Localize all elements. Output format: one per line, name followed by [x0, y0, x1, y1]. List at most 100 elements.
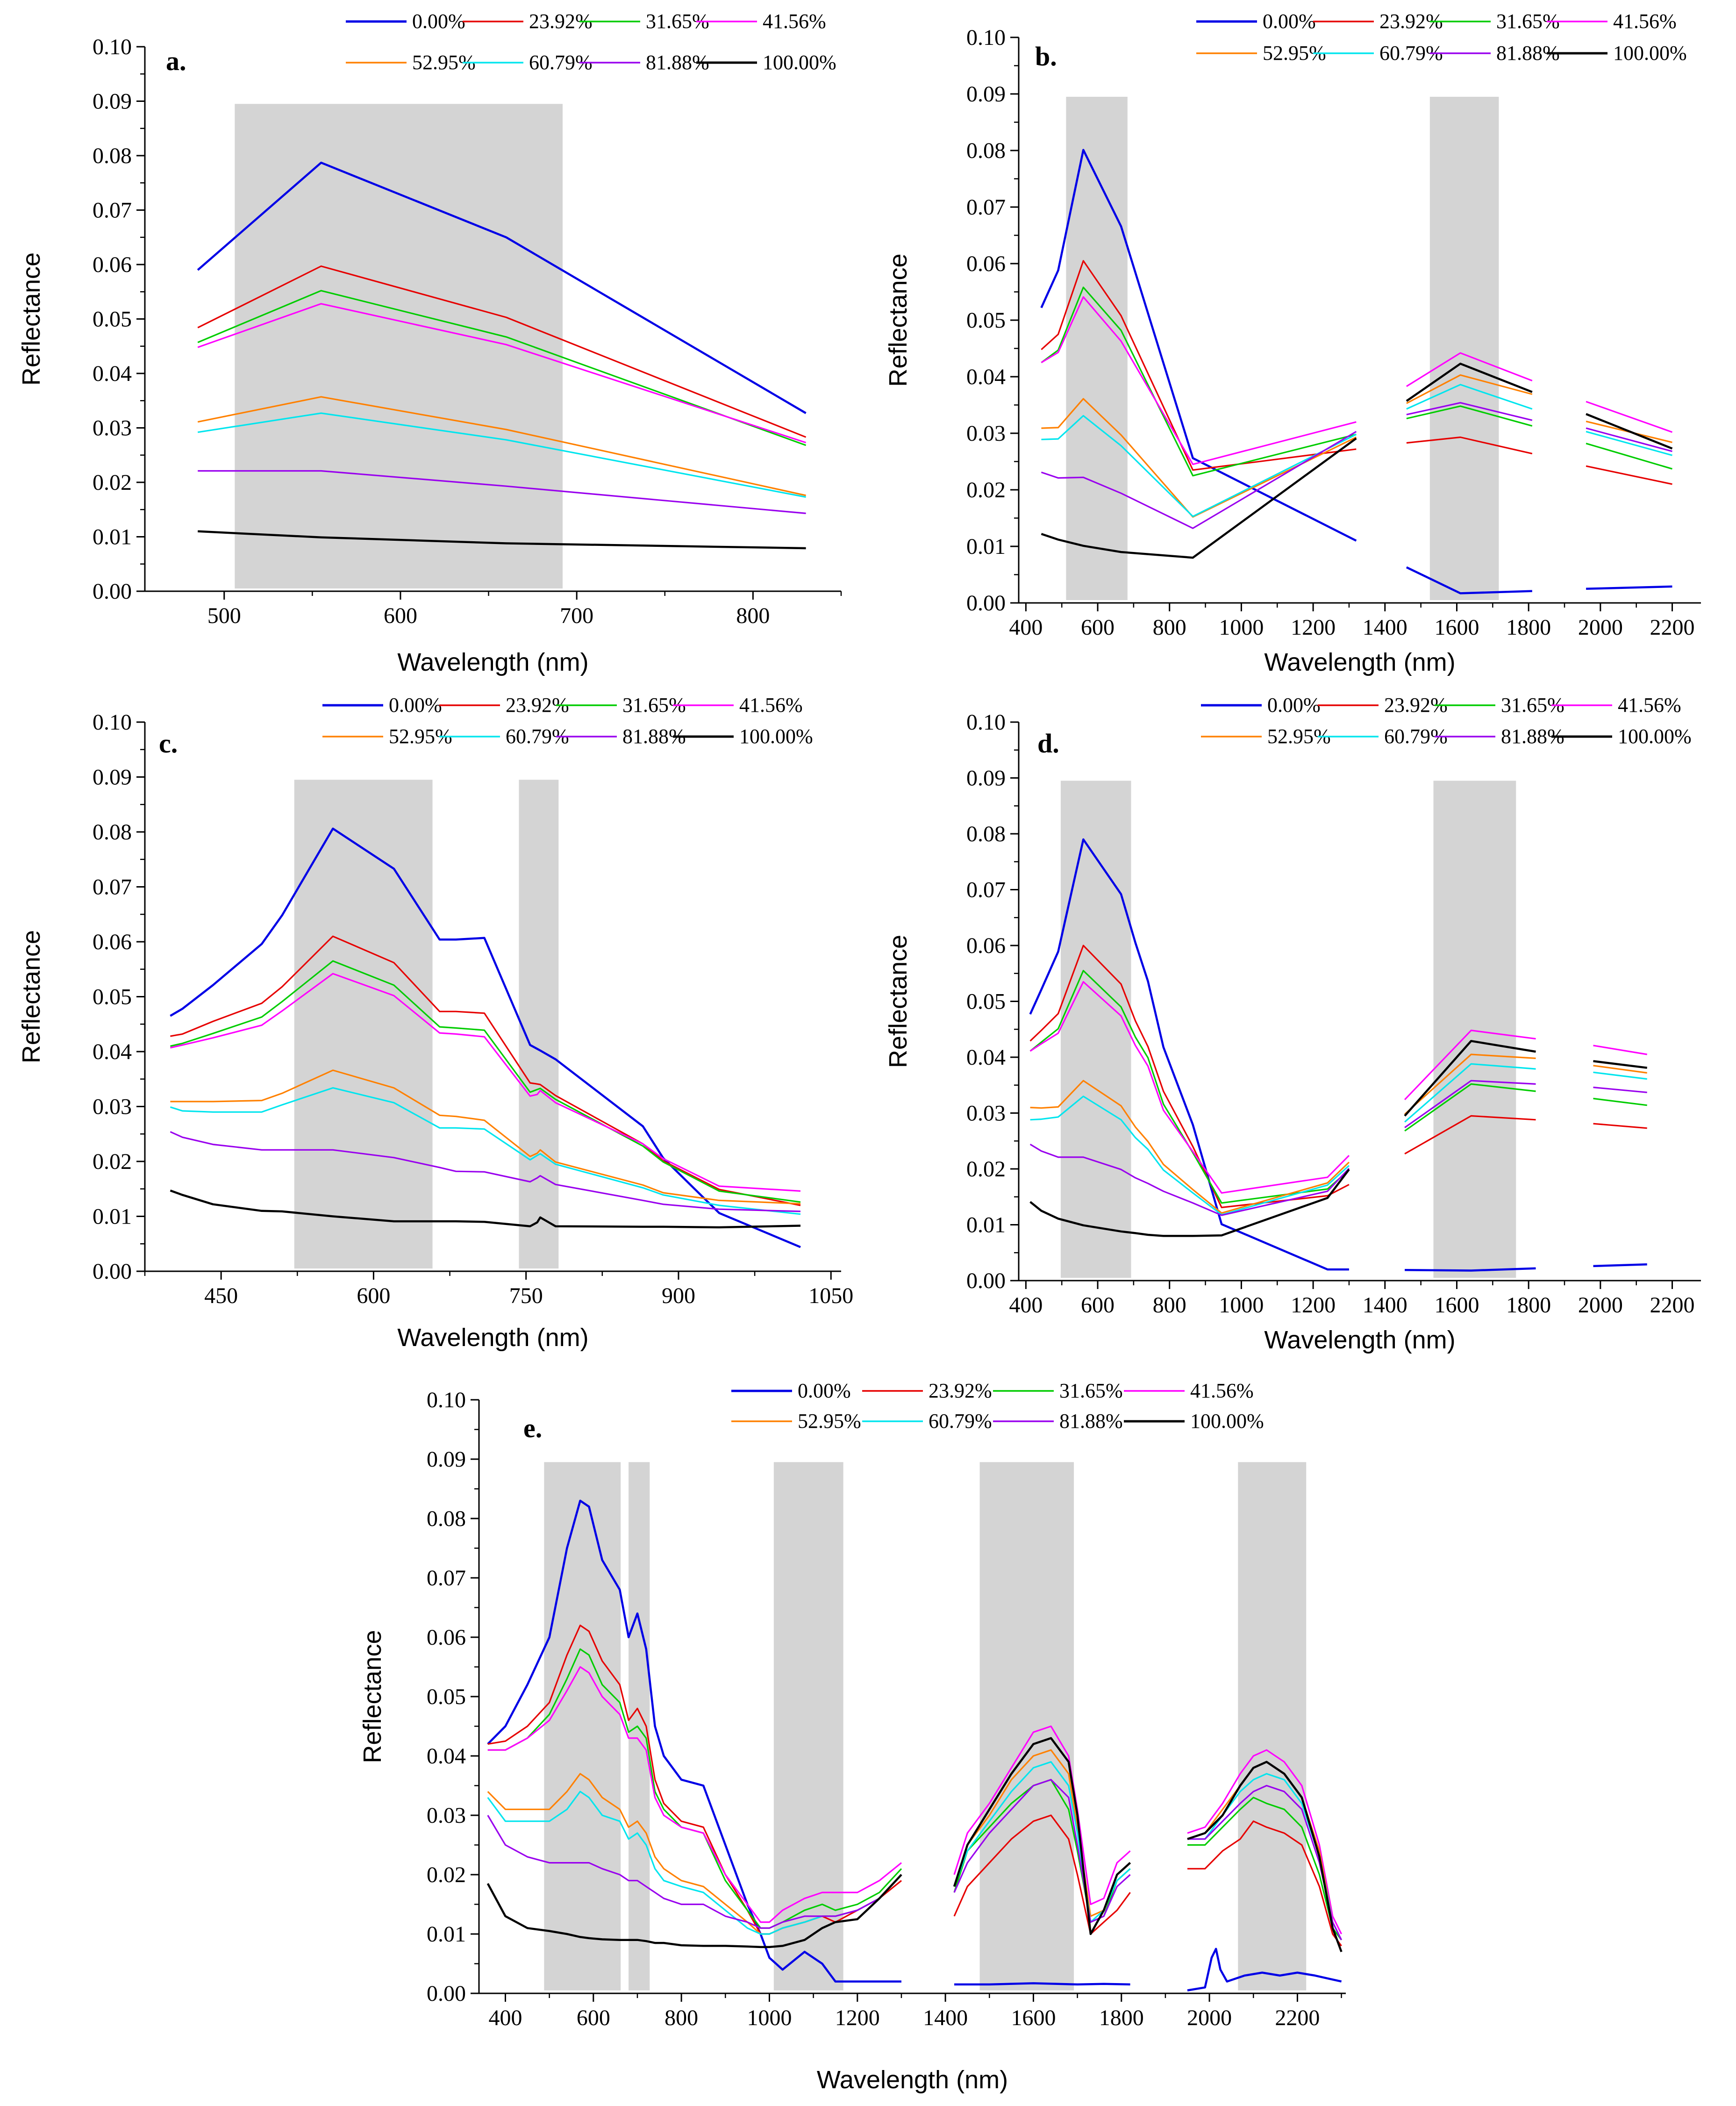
y-tick-label: 0.10 [93, 710, 132, 735]
shaded-band [1433, 781, 1516, 1278]
series-line [1029, 981, 1350, 1194]
y-tick-label: 0.09 [427, 1447, 466, 1472]
x-tick-label: 1200 [835, 2006, 880, 2030]
x-tick-label: 700 [560, 603, 593, 628]
x-axis-title: Wavelength (nm) [817, 2066, 1008, 2094]
y-tick-label: 0.01 [93, 1204, 132, 1229]
series-line [1029, 945, 1350, 1209]
x-axis-title: Wavelength (nm) [397, 648, 588, 676]
x-tick-label: 1000 [1219, 615, 1264, 640]
x-tick-label: 1600 [1011, 2006, 1056, 2030]
shaded-band [1060, 781, 1131, 1278]
y-tick-label: 0.05 [93, 307, 132, 332]
x-tick-label: 1800 [1506, 615, 1551, 640]
panel-label: d. [1037, 728, 1059, 759]
x-tick-label: 800 [1153, 615, 1186, 640]
series-line [197, 265, 807, 438]
x-tick-label: 600 [384, 603, 417, 628]
y-tick-label: 0.05 [93, 985, 132, 1010]
legend-label: 0.00% [412, 10, 465, 33]
y-tick-label: 0.08 [93, 820, 132, 845]
y-tick-label: 0.07 [966, 878, 1006, 903]
series-line [1041, 415, 1357, 517]
series-line [1404, 1083, 1536, 1132]
y-tick-label: 0.04 [966, 1045, 1006, 1070]
series-line [1404, 1115, 1536, 1155]
series-line [487, 1648, 902, 1929]
series-line [954, 1982, 1130, 1986]
series-line [198, 470, 806, 514]
series-line [170, 1069, 801, 1205]
y-tick-label: 0.00 [427, 1981, 466, 2006]
y-tick-label: 0.10 [427, 1388, 466, 1412]
legend-label: 100.00% [1618, 725, 1692, 748]
series-line [1030, 1080, 1350, 1214]
y-tick-label: 0.07 [93, 875, 132, 900]
y-tick-label: 0.07 [966, 195, 1006, 220]
y-tick-label: 0.04 [93, 1039, 132, 1064]
x-axis-title: Wavelength (nm) [1264, 648, 1455, 676]
y-tick-label: 0.09 [93, 765, 132, 790]
chart-panel: 0.00 0.01 0.02 0.03 0.04 0.05 0.06 0.07 0.08 0.09… [17, 10, 842, 676]
y-tick-label: 0.05 [966, 308, 1006, 333]
y-tick-label: 0.08 [966, 138, 1006, 163]
y-axis-title: Reflectance [17, 930, 45, 1063]
series-line [1593, 1065, 1647, 1074]
legend-label: 60.79% [929, 1410, 992, 1433]
series-line [953, 1725, 1131, 1905]
x-tick-label: 600 [1081, 1293, 1114, 1318]
x-tick-label: 900 [662, 1283, 695, 1308]
series-line [1586, 585, 1672, 590]
y-axis-title: Reflectance [884, 935, 912, 1068]
shaded-band [544, 1462, 621, 1991]
x-tick-label: 2000 [1187, 2006, 1232, 2030]
legend-label: 81.88% [1059, 1410, 1123, 1433]
legend-label: 41.56% [1618, 694, 1681, 716]
series-line [1593, 1045, 1647, 1055]
x-tick-label: 400 [1009, 1293, 1043, 1318]
series-line [1029, 970, 1350, 1204]
x-tick-label: 800 [664, 2006, 698, 2030]
x-tick-label: 1200 [1291, 615, 1336, 640]
x-tick-label: 1400 [1363, 1293, 1407, 1318]
x-tick-label: 450 [204, 1283, 238, 1308]
series-line [1404, 1063, 1536, 1123]
y-tick-label: 0.03 [966, 421, 1006, 446]
legend-label: 0.00% [389, 694, 442, 716]
series-line [487, 1666, 902, 1923]
x-tick-label: 400 [1009, 615, 1043, 640]
x-tick-label: 2200 [1275, 2006, 1320, 2030]
series-line [1041, 431, 1357, 529]
series-line [197, 396, 806, 496]
series-line [170, 827, 801, 1248]
series-line [1586, 465, 1672, 485]
x-tick-label: 2200 [1650, 615, 1695, 640]
y-axis-title: Reflectance [358, 1630, 386, 1763]
y-tick-label: 0.03 [966, 1101, 1006, 1126]
series-line [486, 1874, 902, 1948]
series-line [1404, 1030, 1536, 1100]
series-line [1586, 427, 1672, 452]
y-tick-label: 0.04 [93, 361, 132, 386]
y-tick-label: 0.03 [427, 1803, 466, 1828]
shaded-band [1429, 97, 1499, 600]
x-tick-label: 500 [207, 603, 241, 628]
series-line [1406, 405, 1533, 427]
shaded-band [979, 1462, 1074, 1991]
y-tick-label: 0.08 [966, 822, 1006, 846]
series-line [1041, 260, 1357, 471]
legend: 0.00% 23.92% 31.65% 41.56% 52.95% 60.79% 81.88… [731, 1379, 1264, 1433]
y-tick-label: 0.06 [427, 1625, 466, 1650]
x-axis-title: Wavelength (nm) [397, 1324, 588, 1352]
series-line [953, 1779, 1131, 1923]
series-line [170, 960, 801, 1203]
y-tick-label: 0.03 [93, 416, 132, 441]
y-tick-label: 0.01 [93, 525, 132, 550]
x-axis-title: Wavelength (nm) [1264, 1326, 1455, 1354]
series-line [1187, 1820, 1342, 1947]
x-tick-label: 800 [1153, 1293, 1186, 1318]
y-tick-label: 0.10 [93, 35, 132, 59]
series-line [1187, 1948, 1342, 1991]
y-tick-label: 0.00 [966, 1268, 1006, 1293]
series-line [197, 161, 807, 414]
